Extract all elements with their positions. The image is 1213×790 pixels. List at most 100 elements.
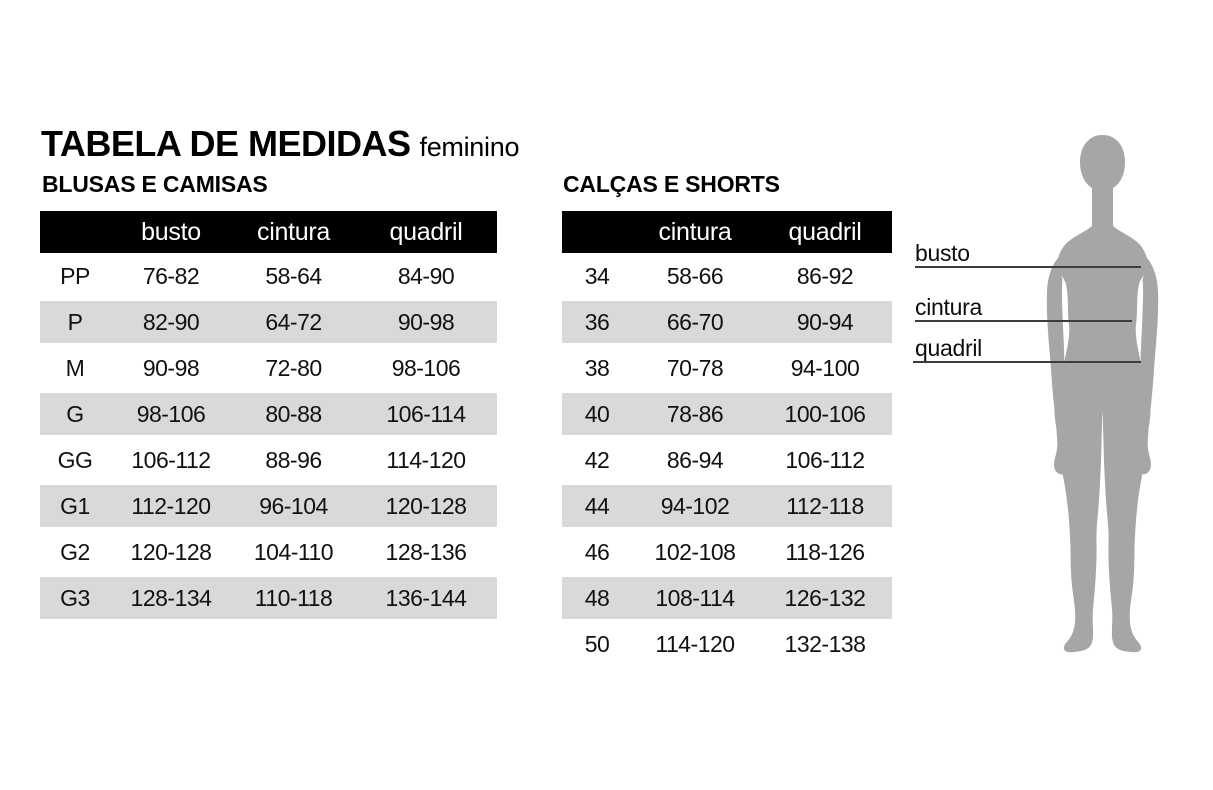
value-cell: 90-98 (142, 354, 200, 381)
silhouette-legs (1056, 411, 1149, 653)
table-row: PP 76-82 58-64 84-90 (40, 253, 497, 299)
table-header-row: cintura quadril (562, 211, 892, 253)
size-cell: 42 (584, 446, 610, 473)
value-cell: 88-96 (265, 446, 322, 473)
size-cell: G2 (60, 538, 90, 565)
column-header: cintura (632, 211, 758, 253)
value-cell: 64-72 (232, 299, 355, 345)
measure-label-quadril: quadril (915, 335, 982, 361)
value-cell: 114-120 (386, 446, 466, 473)
size-cell: 48 (562, 575, 632, 621)
female-body-silhouette (1046, 135, 1159, 653)
size-cell: G3 (40, 575, 110, 621)
size-cell: M (65, 354, 85, 381)
value-cell: 96-104 (232, 483, 355, 529)
value-cell: 90-94 (758, 299, 892, 345)
value-cell: 70-78 (666, 354, 724, 381)
value-cell: 112-118 (758, 483, 892, 529)
table-header-row: busto cintura quadril (40, 211, 497, 253)
measure-line-cintura (915, 320, 1132, 322)
value-cell: 98-106 (110, 391, 232, 437)
table-row: 50 114-120 132-138 (562, 621, 892, 667)
table-row: M 90-98 72-80 98-106 (40, 345, 497, 391)
value-cell: 82-90 (110, 299, 232, 345)
value-cell: 104-110 (253, 538, 334, 565)
size-cell: 50 (584, 630, 610, 657)
value-cell: 94-100 (790, 354, 860, 381)
section-title-calcas-e-shorts: CALÇAS E SHORTS (563, 171, 780, 197)
size-cell: G1 (40, 483, 110, 529)
page-title-main: TABELA DE MEDIDAS (41, 123, 411, 164)
value-cell: 126-132 (758, 575, 892, 621)
size-cell: 38 (584, 354, 610, 381)
value-cell: 100-106 (758, 391, 892, 437)
value-cell: 86-94 (666, 446, 724, 473)
value-cell: 90-98 (355, 299, 497, 345)
value-cell: 86-92 (796, 262, 854, 289)
silhouette-neck (1092, 183, 1113, 231)
value-cell: 112-120 (110, 483, 232, 529)
table-row: G3 128-134 110-118 136-144 (40, 575, 497, 621)
column-header (562, 211, 632, 253)
column-header: quadril (355, 211, 497, 253)
size-cell: GG (57, 446, 93, 473)
size-cell: 36 (562, 299, 632, 345)
value-cell: 128-134 (110, 575, 232, 621)
table-row: 44 94-102 112-118 (562, 483, 892, 529)
value-cell: 106-112 (785, 446, 865, 473)
page-title: TABELA DE MEDIDAS feminino (41, 123, 519, 165)
column-header: quadril (758, 211, 892, 253)
column-header: busto (110, 211, 232, 253)
table-row: 34 58-66 86-92 (562, 253, 892, 299)
value-cell: 128-136 (385, 538, 467, 565)
measurement-table-calcas-e-shorts: cintura quadril 34 58-66 86-92 36 66-70 90-94 3… (562, 211, 892, 667)
table-row: 46 102-108 118-126 (562, 529, 892, 575)
value-cell: 108-114 (632, 575, 758, 621)
value-cell: 106-112 (131, 446, 211, 473)
table-row: 42 86-94 106-112 (562, 437, 892, 483)
silhouette-torso (1054, 226, 1151, 435)
size-cell: P (40, 299, 110, 345)
value-cell: 94-102 (632, 483, 758, 529)
measure-line-busto (915, 266, 1141, 268)
table-row: G1 112-120 96-104 120-128 (40, 483, 497, 529)
value-cell: 132-138 (784, 630, 866, 657)
size-cell: G (40, 391, 110, 437)
table-row: 36 66-70 90-94 (562, 299, 892, 345)
value-cell: 110-118 (232, 575, 355, 621)
column-header: cintura (232, 211, 355, 253)
table-row: GG 106-112 88-96 114-120 (40, 437, 497, 483)
silhouette-shape (1046, 135, 1159, 653)
measure-line-quadril (913, 361, 1141, 363)
value-cell: 84-90 (397, 262, 455, 289)
value-cell: 120-128 (355, 483, 497, 529)
value-cell: 80-88 (232, 391, 355, 437)
column-header (40, 211, 110, 253)
table-row: 40 78-86 100-106 (562, 391, 892, 437)
table-row: G2 120-128 104-110 128-136 (40, 529, 497, 575)
value-cell: 114-120 (655, 630, 735, 657)
table-row: 38 70-78 94-100 (562, 345, 892, 391)
measure-label-cintura: cintura (915, 294, 982, 320)
size-cell: 34 (584, 262, 610, 289)
measure-label-busto: busto (915, 240, 970, 266)
value-cell: 98-106 (391, 354, 461, 381)
value-cell: 66-70 (632, 299, 758, 345)
size-cell: 44 (562, 483, 632, 529)
size-cell: 40 (562, 391, 632, 437)
table-row: G 98-106 80-88 106-114 (40, 391, 497, 437)
value-cell: 106-114 (355, 391, 497, 437)
table-row: 48 108-114 126-132 (562, 575, 892, 621)
value-cell: 76-82 (142, 262, 200, 289)
size-cell: 46 (584, 538, 610, 565)
measurement-table-blusas-e-camisas: busto cintura quadril PP 76-82 58-64 84-90 P 82… (40, 211, 497, 621)
value-cell: 120-128 (130, 538, 212, 565)
silhouette-head (1080, 135, 1125, 193)
value-cell: 58-66 (666, 262, 724, 289)
section-title-blusas-e-camisas: BLUSAS E CAMISAS (42, 171, 268, 197)
table-row: P 82-90 64-72 90-98 (40, 299, 497, 345)
size-cell: PP (60, 262, 90, 289)
page-title-suffix: feminino (419, 132, 520, 162)
value-cell: 72-80 (265, 354, 322, 381)
